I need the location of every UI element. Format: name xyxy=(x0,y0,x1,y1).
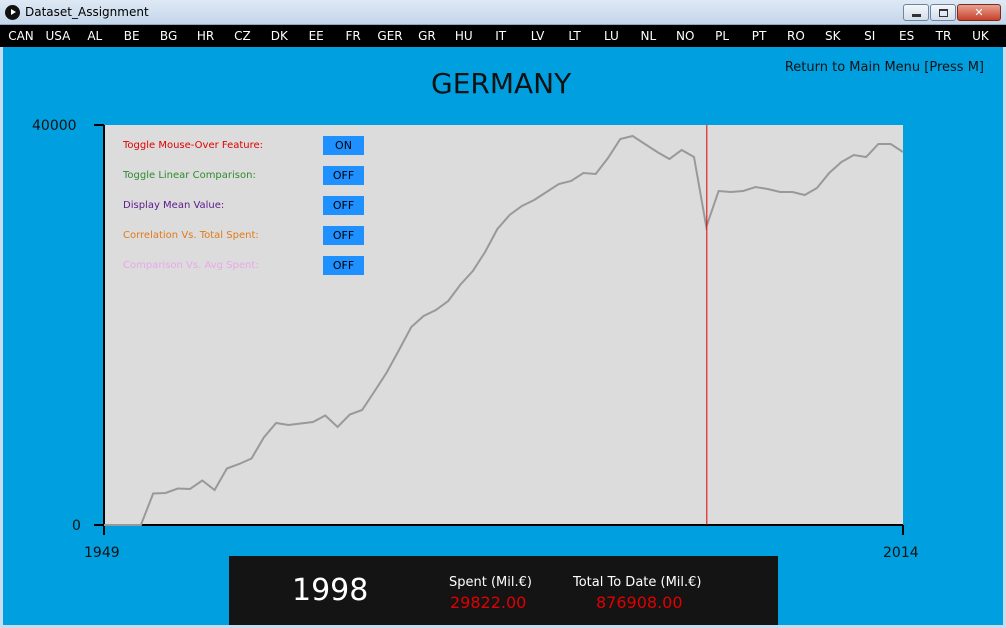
country-tab-uk[interactable]: UK xyxy=(972,29,989,43)
comparison-avg-spent-button[interactable]: OFF xyxy=(323,256,364,275)
total-to-date-value: 876908.00 xyxy=(596,593,683,612)
country-tab-lt[interactable]: LT xyxy=(568,29,581,43)
x-tick-label-end: 2014 xyxy=(883,545,919,561)
return-to-main-menu-link[interactable]: Return to Main Menu [Press M] xyxy=(784,60,984,75)
country-tab-pl[interactable]: PL xyxy=(715,29,730,43)
toggle-linear-comparison-button[interactable]: OFF xyxy=(323,166,364,185)
country-tab-it[interactable]: IT xyxy=(495,29,507,43)
country-nav-bar: CAN USA AL BE BG HR CZ DK EE FR GER GR HU IT LV LT LU NL N… xyxy=(0,25,1006,47)
country-tab-si[interactable]: SI xyxy=(864,29,876,43)
total-to-date-label: Total To Date (Mil.€) xyxy=(573,575,702,590)
comparison-avg-spent-label: Comparison Vs. Avg Spent: xyxy=(123,260,259,271)
toggle-mouseover-label: Toggle Mouse-Over Feature: xyxy=(123,140,264,151)
chart-plot-area[interactable] xyxy=(104,125,903,525)
country-tab-hu[interactable]: HU xyxy=(454,29,473,43)
correlation-total-spent-label: Correlation Vs. Total Spent: xyxy=(123,230,259,241)
toggle-linear-comparison-label: Toggle Linear Comparison: xyxy=(123,170,256,181)
display-mean-value-button[interactable]: OFF xyxy=(323,196,364,215)
country-tab-lv[interactable]: LV xyxy=(530,29,545,43)
country-tab-usa[interactable]: USA xyxy=(45,29,71,43)
spent-value: 29822.00 xyxy=(450,593,527,612)
minimize-button[interactable] xyxy=(903,4,929,21)
country-tab-sk[interactable]: SK xyxy=(825,29,841,43)
country-tab-no[interactable]: NO xyxy=(675,29,695,43)
country-tab-bg[interactable]: BG xyxy=(159,29,178,43)
y-tick-label-max: 40000 xyxy=(32,118,77,134)
country-tab-es[interactable]: ES xyxy=(898,29,915,43)
correlation-total-spent-button[interactable]: OFF xyxy=(323,226,364,245)
country-tab-dk[interactable]: DK xyxy=(270,29,288,43)
country-tab-cz[interactable]: CZ xyxy=(234,29,251,43)
series-line xyxy=(104,134,904,526)
window-controls xyxy=(902,4,1001,21)
window-titlebar: Dataset_Assignment xyxy=(0,0,1006,25)
country-tab-hr[interactable]: HR xyxy=(196,29,215,43)
country-tab-ro[interactable]: RO xyxy=(786,29,805,43)
app-icon xyxy=(5,5,20,20)
page-title: GERMANY xyxy=(431,67,572,100)
info-panel xyxy=(229,556,778,625)
country-tab-tr[interactable]: TR xyxy=(935,29,952,43)
country-tab-al[interactable]: AL xyxy=(87,29,103,43)
toggle-mouseover-button[interactable]: ON xyxy=(323,136,364,155)
window-frame-bottom xyxy=(0,625,1006,628)
display-mean-value-label: Display Mean Value: xyxy=(123,200,225,211)
country-tab-fr[interactable]: FR xyxy=(345,29,361,43)
country-tab-be[interactable]: BE xyxy=(123,29,140,43)
country-tab-gr[interactable]: GR xyxy=(418,29,436,43)
country-tab-ger[interactable]: GER xyxy=(377,29,403,43)
y-tick-label-min: 0 xyxy=(72,518,81,534)
x-tick-label-start: 1949 xyxy=(84,545,120,561)
country-tab-ee[interactable]: EE xyxy=(308,29,324,43)
country-tab-pt[interactable]: PT xyxy=(751,29,767,43)
close-button[interactable] xyxy=(957,4,1001,21)
selected-year: 1998 xyxy=(292,573,369,608)
country-tab-nl[interactable]: NL xyxy=(640,29,657,43)
maximize-button[interactable] xyxy=(930,4,956,21)
window-title: Dataset_Assignment xyxy=(25,5,149,19)
spent-label: Spent (Mil.€) xyxy=(449,575,532,590)
country-tab-lu[interactable]: LU xyxy=(603,29,619,43)
country-tab-can[interactable]: CAN xyxy=(8,29,34,43)
